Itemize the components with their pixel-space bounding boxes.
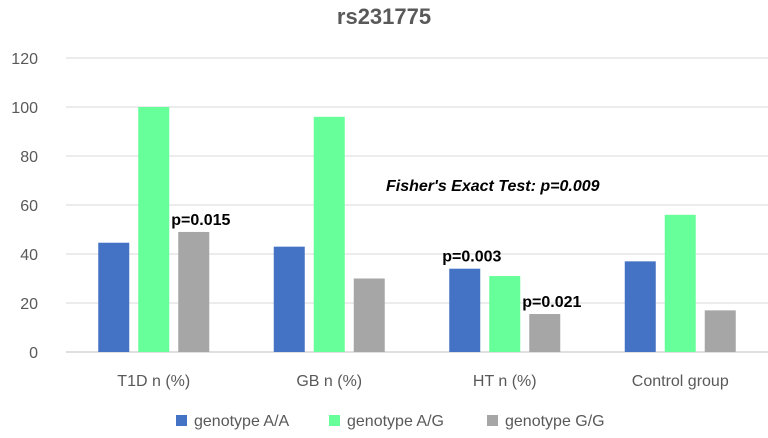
legend: genotype A/A genotype A/G genotype G/G xyxy=(176,413,605,430)
y-tick-label: 120 xyxy=(11,51,38,68)
y-tick-label: 40 xyxy=(20,247,38,264)
y-tick-label: 0 xyxy=(29,345,38,362)
gridlines xyxy=(66,57,768,353)
y-tick-label: 60 xyxy=(20,198,38,215)
bar-genotype-a-a-1 xyxy=(273,246,305,352)
annotation-label: p=0.015 xyxy=(171,212,230,229)
y-tick-label: 80 xyxy=(20,149,38,166)
bar-genotype-a-g-2 xyxy=(489,276,521,352)
annotation-label: p=0.003 xyxy=(442,249,501,266)
legend-swatch xyxy=(329,415,340,426)
x-tick-label: HT n (%) xyxy=(473,373,537,390)
annotations: p=0.015 p=0.003 p=0.021 Fisher's Exact Test… xyxy=(171,178,599,311)
annotation-label: p=0.021 xyxy=(522,294,581,311)
bar-genotype-a-a-0 xyxy=(98,242,130,352)
legend-label: genotype G/G xyxy=(505,413,605,430)
bar-genotype-a-g-3 xyxy=(664,214,696,352)
legend-label: genotype A/G xyxy=(347,413,444,430)
y-axis-tick-labels: 0 20 40 60 80 100 120 xyxy=(11,51,38,362)
bar-genotype-a-g-1 xyxy=(313,116,345,352)
annotation-label: Fisher's Exact Test: p=0.009 xyxy=(386,178,600,195)
x-tick-label: GB n (%) xyxy=(296,373,362,390)
bar-genotype-g-g-0 xyxy=(178,231,210,352)
y-tick-label: 100 xyxy=(11,100,38,117)
bar-genotype-a-g-0 xyxy=(138,107,170,352)
y-tick-label: 20 xyxy=(20,296,38,313)
legend-label: genotype A/A xyxy=(194,413,290,430)
bar-genotype-g-g-3 xyxy=(704,310,736,352)
x-axis-tick-labels: T1D n (%) GB n (%) HT n (%) Control group xyxy=(117,373,729,390)
x-tick-label: T1D n (%) xyxy=(117,373,190,390)
bar-genotype-g-g-1 xyxy=(353,278,385,352)
chart-title: rs231775 xyxy=(337,4,431,29)
bars xyxy=(98,107,736,352)
x-tick-label: Control group xyxy=(632,373,729,390)
bar-genotype-a-a-3 xyxy=(624,261,656,352)
legend-swatch xyxy=(176,415,187,426)
bar-genotype-a-a-2 xyxy=(449,268,481,352)
legend-swatch xyxy=(487,415,498,426)
bar-genotype-g-g-2 xyxy=(529,314,561,352)
